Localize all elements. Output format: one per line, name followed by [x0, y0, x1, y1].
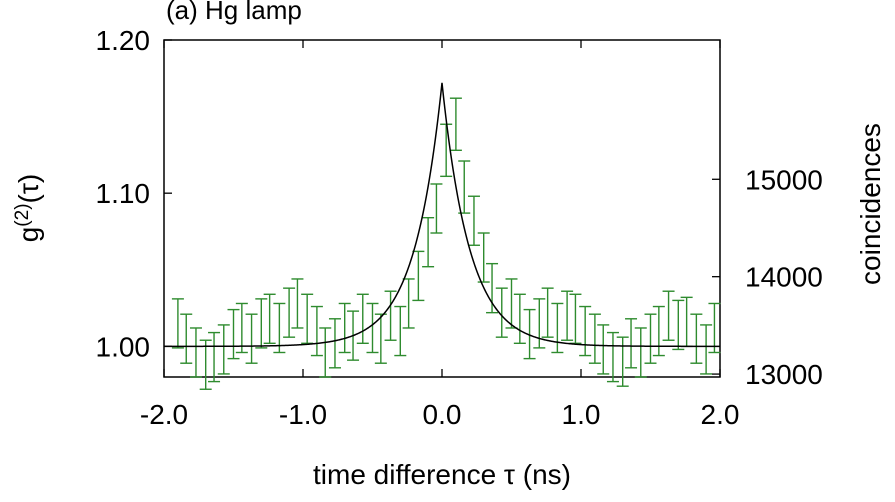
y-right-tick-label: 15000	[745, 164, 823, 195]
errorbar-point	[616, 336, 629, 387]
x-tick-label: 2.0	[701, 399, 740, 430]
chart-title: (a) Hg lamp	[166, 0, 302, 25]
y-left-axis-label: g(2)(τ)	[12, 174, 44, 243]
x-tick-label: 1.0	[562, 399, 601, 430]
errorbar-point	[283, 287, 296, 338]
errorbar-point	[235, 302, 248, 354]
errorbar-point	[412, 250, 425, 302]
y-left-axis-label-tail: (τ)	[13, 174, 44, 204]
errorbar-point	[551, 302, 564, 354]
errorbar-point	[394, 305, 407, 357]
errorbar-point	[625, 318, 638, 369]
errorbar-point	[513, 293, 526, 344]
errorbar-point	[486, 262, 499, 314]
y-right-axis-label: coincidences	[855, 123, 886, 285]
fit-curve	[164, 82, 720, 348]
errorbar-point	[430, 183, 443, 234]
errorbar-point	[700, 324, 713, 375]
y-left-tick-label: 1.00	[96, 331, 151, 362]
x-tick-label: -1.0	[279, 399, 327, 430]
errorbar-point	[477, 232, 490, 283]
errorbar-point	[680, 296, 693, 348]
y-left-axis-label-base: g	[13, 227, 44, 243]
errorbar-point	[189, 327, 202, 378]
errorbar-point	[422, 216, 435, 268]
errorbar-point	[467, 195, 480, 246]
errorbar-point	[449, 97, 462, 151]
errorbar-point	[672, 299, 685, 351]
errorbar-point	[208, 331, 221, 383]
errorbar-point	[606, 331, 619, 383]
errorbar-point	[588, 313, 601, 364]
plot-content	[164, 82, 721, 390]
errorbar-point	[263, 293, 276, 344]
errorbar-point	[541, 287, 554, 338]
errorbar-point	[384, 290, 397, 341]
errorbar-point	[533, 298, 546, 349]
errorbar-point	[561, 290, 574, 341]
errorbar-point	[523, 308, 536, 360]
y-left-tick-label: 1.20	[96, 25, 151, 56]
errorbar-point	[217, 324, 230, 375]
errorbar-point	[356, 293, 369, 344]
errorbar-point	[402, 278, 415, 329]
errorbar-point	[199, 339, 212, 390]
errorbar-point	[328, 318, 341, 369]
errorbar-point	[597, 324, 610, 375]
errorbar-point	[180, 313, 193, 364]
errorbar-point	[366, 302, 379, 354]
plot-frame	[163, 39, 721, 378]
errorbar-point	[227, 308, 240, 360]
errorbar-point	[171, 298, 184, 349]
errorbar-point	[495, 287, 508, 338]
errorbar-point	[579, 305, 592, 357]
errorbar-point	[662, 290, 675, 341]
y-right-tick-label: 13000	[745, 359, 823, 390]
errorbar-point	[569, 293, 582, 344]
errorbar-point	[690, 313, 703, 364]
errorbar-point	[301, 293, 314, 344]
errorbar-point	[708, 302, 721, 354]
errorbar-point	[319, 327, 332, 378]
errorbar-point	[338, 302, 351, 354]
errorbar-point	[291, 278, 304, 329]
errorbar-point	[644, 313, 657, 364]
errorbar-point	[245, 313, 258, 364]
x-axis-label: time difference τ (ns)	[313, 459, 571, 490]
errorbar-point	[310, 305, 323, 357]
ticks: -2.0 -1.0 0.0 1.0 2.0 1.00 1.10 1.20 13000 14000 1…	[96, 25, 823, 430]
errorbar-point	[634, 327, 647, 378]
y-right-tick-label: 14000	[745, 262, 823, 293]
errorbar-point	[374, 313, 387, 364]
x-tick-label: -2.0	[140, 399, 188, 430]
x-tick-label: 0.0	[423, 399, 462, 430]
y-left-axis-label-sup: (2)	[12, 203, 33, 226]
errorbar-point	[255, 298, 268, 349]
errorbar-point	[273, 302, 286, 354]
y-left-tick-label: 1.10	[96, 178, 151, 209]
errorbar-point	[652, 305, 665, 357]
